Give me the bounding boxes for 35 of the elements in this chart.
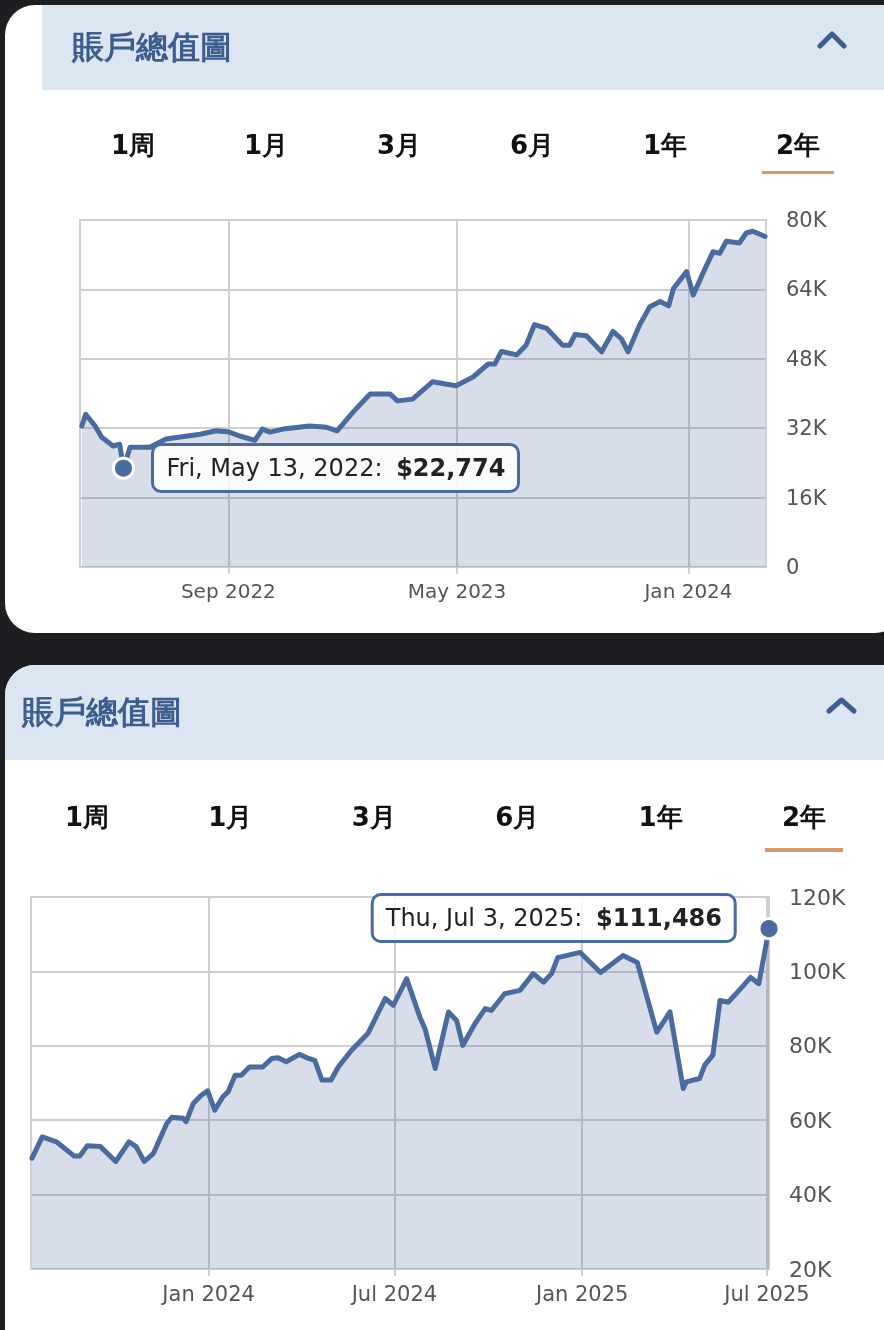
text: 2年 <box>781 801 827 833</box>
y-tick-label: 80K <box>786 208 828 232</box>
text: 1周 <box>64 801 110 833</box>
y-tick-label: 16K <box>786 485 828 510</box>
y-tick-label: 20K <box>789 1256 832 1282</box>
x-tick-label: Jul 2024 <box>349 1281 438 1306</box>
y-tick-label: 0 <box>786 555 800 579</box>
y-tick-label: 40K <box>789 1182 832 1208</box>
text: 6月 <box>509 129 555 161</box>
x-tick-label: Jan 2024 <box>642 579 733 603</box>
x-tick-label: Jul 2025 <box>722 1281 810 1306</box>
y-tick-label: 100K <box>789 958 846 984</box>
chart-title: 賬戶總值圖 <box>72 27 232 66</box>
text: 2年 <box>775 129 821 161</box>
y-tick-label: 80K <box>789 1033 832 1059</box>
y-tick-label: 32K <box>786 416 828 441</box>
text: 3月 <box>351 801 396 833</box>
x-tick-label: Jan 2024 <box>160 1281 255 1306</box>
x-tick-label: Sep 2022 <box>180 579 276 603</box>
chart-title: 賬戶總值圖 <box>22 692 182 731</box>
text: 1年 <box>642 129 688 161</box>
text: 6月 <box>495 801 540 833</box>
annotation: Thu, Jul 3, 2025: $111,486 <box>370 892 737 943</box>
y-tick-label: 120K <box>789 884 846 910</box>
y-tick-label: 48K <box>786 346 828 371</box>
text: 1年 <box>638 801 683 833</box>
text: 1月 <box>243 129 289 161</box>
x-tick-label: Jan 2025 <box>533 1281 629 1306</box>
text: 3月 <box>376 129 422 161</box>
y-tick-label: 60K <box>789 1107 832 1133</box>
y-tick-label: 64K <box>786 277 828 302</box>
text: 1周 <box>110 129 156 161</box>
x-tick-label: May 2023 <box>407 579 507 603</box>
annotation: Fri, May 13, 2022: $22,774 <box>151 443 521 494</box>
text: 1月 <box>208 801 253 833</box>
